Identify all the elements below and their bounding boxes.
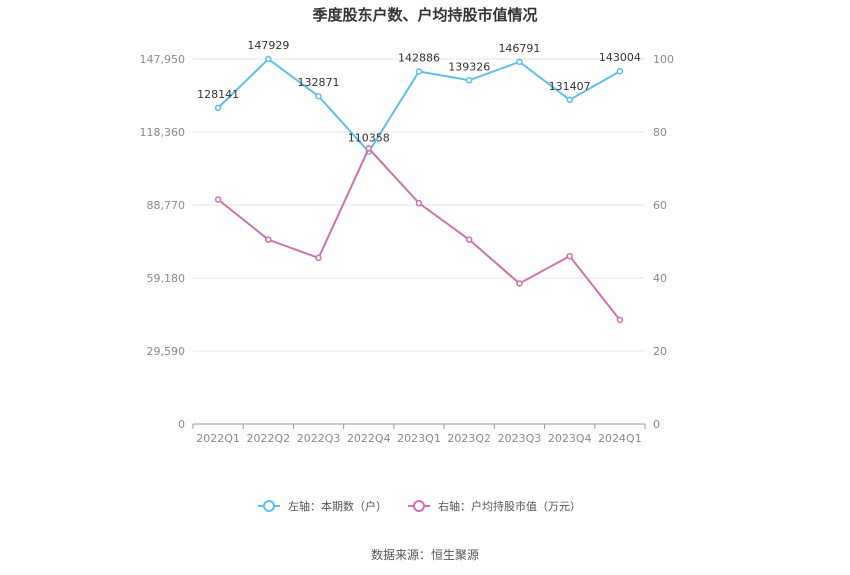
chart-title: 季度股东户数、户均持股市值情况 [312, 6, 538, 24]
x-axis-tick-label: 2022Q4 [347, 432, 391, 445]
right-axis-tick-label: 60 [653, 199, 667, 212]
right-axis-tick-label: 40 [653, 272, 667, 285]
series-2-point [566, 252, 573, 260]
series-1-point [465, 77, 473, 84]
x-axis-tick-label: 2022Q1 [196, 432, 240, 445]
series-2-point [365, 145, 373, 152]
series-2-point [616, 316, 624, 324]
left-axis-tick-label: 29,590 [147, 345, 186, 358]
series-1-point [415, 68, 423, 75]
left-axis-tick-label: 59,180 [147, 272, 186, 285]
series-1-point [566, 96, 573, 104]
data-label: 110358 [348, 132, 390, 145]
series-line-2 [217, 146, 621, 321]
data-label: 128141 [197, 88, 239, 101]
data-label: 146791 [498, 42, 540, 55]
data-label: 142886 [398, 51, 440, 64]
data-label: 147929 [247, 39, 289, 52]
right-axis-tick-label: 100 [653, 53, 674, 66]
series-2-point [265, 236, 272, 243]
data-source: 数据来源：恒生聚源 [370, 548, 479, 562]
legend-marker-1 [263, 500, 275, 512]
data-label: 143004 [599, 51, 641, 64]
series-1-point [516, 58, 523, 66]
x-axis-tick-label: 2022Q3 [297, 432, 341, 445]
series-1-point [315, 92, 322, 100]
series-2-point [465, 236, 473, 243]
series-1-point [214, 104, 222, 112]
x-axis-tick-label: 2024Q1 [598, 432, 642, 445]
left-axis-tick-label: 88,770 [147, 199, 186, 212]
left-axis-tick-label: 0 [178, 418, 185, 431]
x-axis-tick-label: 2023Q3 [498, 432, 542, 445]
x-axis-tick-label: 2023Q4 [548, 432, 592, 445]
left-axis-tick-label: 147,950 [140, 53, 186, 66]
legend-label-1: 左轴：本期数（户） [288, 499, 387, 513]
right-axis-tick-label: 0 [653, 418, 660, 431]
x-axis-tick-label: 2023Q2 [447, 432, 491, 445]
series-2-point [315, 254, 322, 262]
x-axis-tick-label: 2023Q1 [397, 432, 441, 445]
data-label: 139326 [448, 60, 490, 73]
right-axis-tick-label: 80 [653, 126, 667, 139]
data-label: 131407 [549, 80, 591, 93]
data-label: 132871 [298, 76, 340, 89]
series-2-point [516, 280, 523, 287]
x-axis-tick-label: 2022Q2 [247, 432, 291, 445]
series-2-point [214, 196, 222, 203]
left-axis-tick-label: 118,360 [140, 126, 186, 139]
series-1-point [265, 55, 272, 63]
legend-label-2: 右轴：户均持股市值（万元） [438, 499, 581, 513]
series-2-point [415, 199, 423, 207]
series-1-point [616, 67, 624, 75]
right-axis-tick-label: 20 [653, 345, 667, 358]
legend-marker-2 [413, 500, 425, 512]
